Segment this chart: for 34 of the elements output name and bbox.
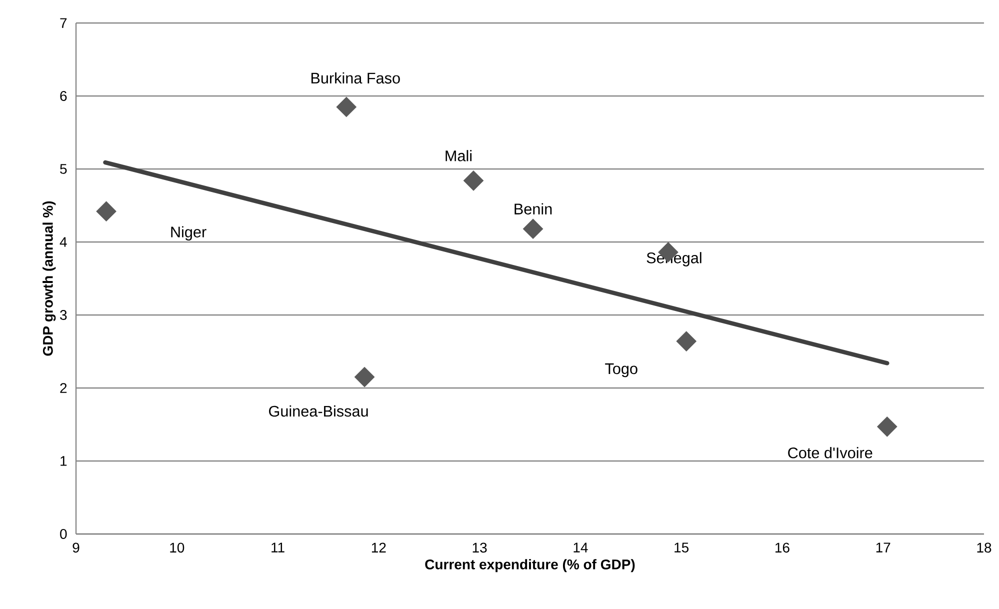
y-tick-label: 7: [60, 18, 67, 28]
x-tick-label: 17: [876, 542, 890, 552]
x-tick-label: 14: [574, 542, 588, 552]
annotation: Burkina Faso: [311, 72, 400, 84]
y-tick-label: 3: [60, 310, 67, 320]
y-tick-label: 5: [60, 164, 67, 174]
point: [354, 366, 375, 388]
point: [463, 170, 484, 191]
point: [522, 218, 544, 239]
point: [96, 201, 116, 222]
annotation: Cote d'Ivoire: [788, 447, 872, 458]
x-tick-label: 10: [170, 542, 184, 553]
x-tick-label: 18: [977, 542, 992, 553]
point: [676, 331, 696, 352]
x-tick-label: 12: [372, 542, 386, 552]
x-tick-label: 15: [674, 542, 689, 552]
annotation: Mali: [446, 150, 472, 162]
x-axis-title: Current expenditure (% of GDP): [425, 559, 635, 572]
point: [336, 96, 356, 118]
y-tick-label: 2: [60, 383, 67, 393]
x-tick-label: 11: [272, 542, 284, 552]
y-tick-label: 0: [60, 529, 67, 539]
x-tick-label: 13: [472, 542, 487, 553]
x-tick-label: 9: [72, 542, 80, 553]
annotation: Togo: [605, 363, 638, 378]
y-tick-label: 6: [60, 91, 67, 101]
annotation: Niger: [171, 226, 206, 240]
point: [877, 416, 898, 437]
annotation: Benin: [514, 203, 552, 214]
y-tick-label: 4: [60, 237, 67, 247]
annotation: Guinea-Bissau: [269, 405, 368, 417]
y-tick-label: 1: [60, 456, 67, 466]
x-tick-label: 16: [775, 542, 790, 553]
y-axis-title: GDP growth (annual %): [42, 201, 56, 356]
